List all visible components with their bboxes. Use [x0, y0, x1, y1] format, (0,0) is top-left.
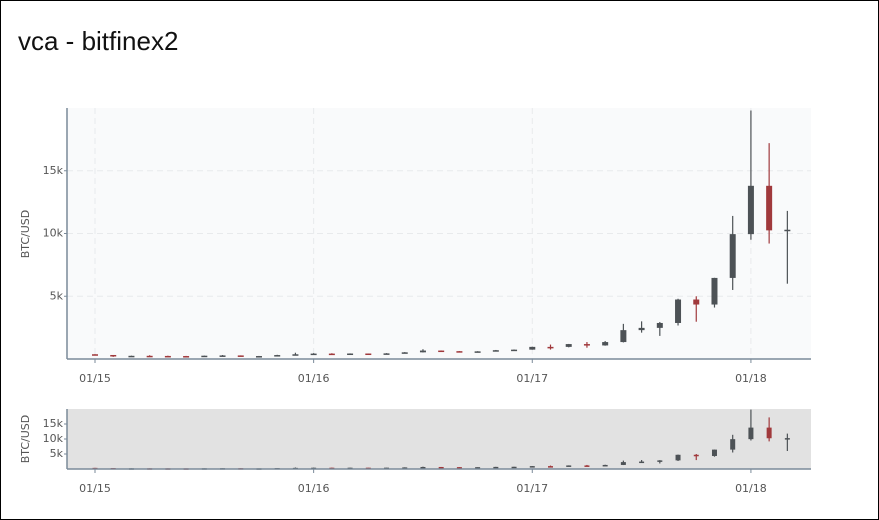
candle-body — [92, 354, 98, 356]
x-tick-label: 01/18 — [735, 372, 767, 385]
candle-body — [438, 466, 444, 469]
y-tick-label: 5k — [50, 289, 64, 302]
candle-body — [419, 350, 426, 353]
candle-body — [784, 438, 790, 440]
candle-body — [547, 346, 554, 349]
candle-body — [675, 454, 681, 461]
candle-body — [274, 355, 281, 357]
candle-body — [164, 355, 171, 358]
candle-body — [475, 467, 481, 469]
candle-body — [584, 465, 590, 467]
candle-body — [237, 355, 244, 357]
candle-body — [548, 466, 553, 468]
y-tick-label: 10k — [43, 227, 64, 240]
candle-body — [638, 327, 645, 331]
candle-body — [602, 464, 608, 467]
candle-body — [328, 353, 335, 356]
navigator-y-label: BTC/USD — [19, 415, 32, 464]
candle-body — [602, 342, 609, 346]
candle-body — [456, 351, 463, 353]
candle-body — [511, 349, 518, 352]
candle-body — [747, 185, 754, 235]
candle-body — [620, 462, 626, 465]
candle-body — [402, 467, 408, 469]
x-tick-label: 01/17 — [516, 372, 548, 385]
candle-body — [456, 467, 462, 469]
candle-body — [420, 466, 426, 469]
candle-body — [711, 449, 717, 456]
candle-body — [474, 351, 481, 353]
candle-body — [730, 439, 736, 450]
candle-body — [620, 330, 627, 343]
x-tick-label: 01/15 — [79, 372, 111, 385]
candle-body — [711, 277, 718, 305]
x-tick-label: 01/17 — [516, 482, 548, 495]
candle-body — [766, 427, 772, 439]
candle-body — [438, 350, 445, 353]
navigator-area — [67, 409, 811, 469]
y-axis-label: BTC/USD — [19, 210, 32, 259]
chart-title: vca - bitfinex2 — [18, 26, 178, 56]
candle-body — [766, 185, 773, 231]
candle-body — [529, 346, 536, 350]
x-tick-label: 01/18 — [735, 482, 767, 495]
y-tick-label: 5k — [50, 447, 64, 460]
candle-body — [146, 355, 153, 358]
candle-body — [493, 466, 499, 469]
candle-body — [529, 466, 535, 468]
candle-body — [693, 454, 699, 457]
candle-body — [565, 344, 572, 347]
candle-body — [748, 427, 754, 440]
candle-body — [310, 353, 317, 356]
candle-body — [583, 344, 590, 346]
y-tick-label: 10k — [43, 432, 64, 445]
candle-body — [729, 234, 736, 278]
y-tick-label: 15k — [43, 164, 64, 177]
candle-body — [784, 229, 791, 232]
candle-body — [639, 461, 645, 464]
candle-body — [110, 354, 117, 357]
candle-body — [657, 460, 663, 462]
candle-body — [183, 356, 190, 358]
x-tick-label: 01/16 — [298, 482, 330, 495]
candle-body — [383, 353, 390, 355]
candle-body — [492, 350, 499, 352]
candle-body — [693, 299, 700, 305]
candle-body — [347, 353, 354, 356]
candle-body — [292, 354, 299, 356]
candle-body — [219, 355, 226, 357]
y-tick-label: 15k — [43, 417, 64, 430]
x-tick-label: 01/15 — [79, 482, 111, 495]
candle-body — [675, 299, 682, 323]
candle-body — [511, 466, 517, 469]
candle-body — [566, 465, 572, 467]
candle-body — [365, 353, 372, 356]
candle-body — [656, 322, 663, 328]
candle-body — [201, 355, 208, 358]
candle-body — [401, 352, 408, 354]
candle-body — [255, 356, 262, 358]
candle-body — [128, 355, 135, 358]
x-tick-label: 01/16 — [298, 372, 330, 385]
